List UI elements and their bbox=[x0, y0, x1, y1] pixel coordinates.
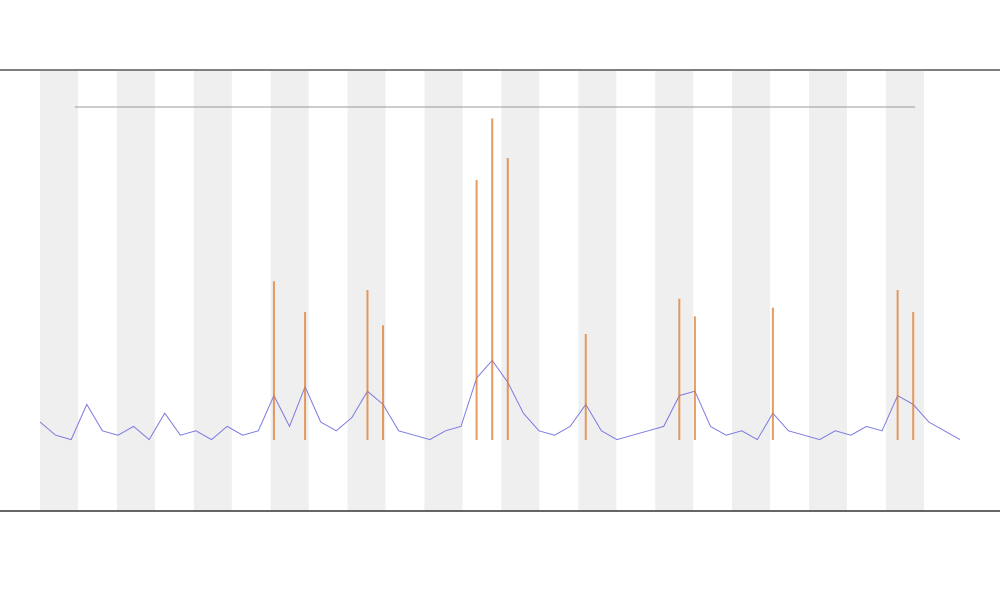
band bbox=[732, 71, 771, 511]
band bbox=[193, 71, 232, 511]
band bbox=[655, 71, 694, 511]
band bbox=[578, 71, 617, 511]
band bbox=[809, 71, 847, 511]
marks bbox=[39, 118, 961, 441]
background-bands bbox=[40, 71, 924, 511]
trace-line bbox=[39, 359, 961, 441]
band bbox=[885, 71, 924, 511]
band bbox=[424, 71, 463, 511]
band bbox=[270, 71, 309, 511]
band bbox=[40, 71, 78, 511]
band bbox=[116, 71, 155, 511]
